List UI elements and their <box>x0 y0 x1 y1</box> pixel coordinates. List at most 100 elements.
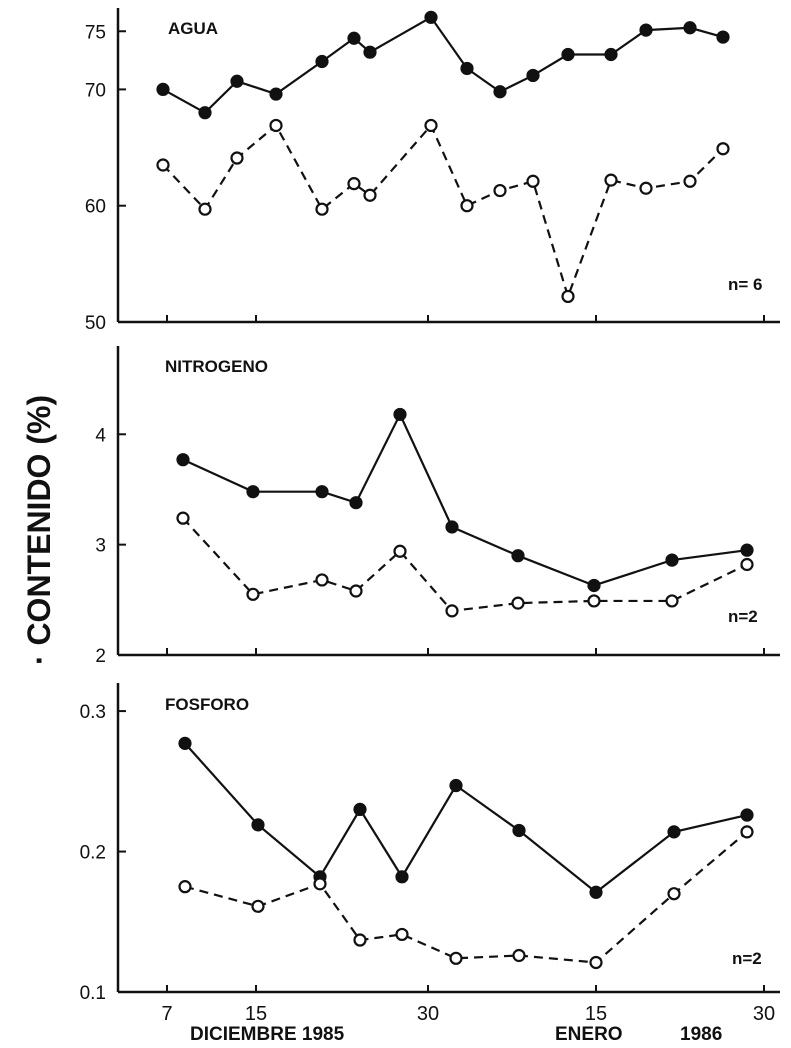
data-point-filled <box>493 85 507 99</box>
data-point-filled <box>561 47 575 62</box>
x-tick-label: 7 <box>161 1003 172 1025</box>
series-line-solid <box>182 411 748 587</box>
x-label-diciembre: DICIEMBRE 1985 <box>190 1024 345 1045</box>
panel-title: FOSFORO <box>165 695 249 714</box>
data-point-open <box>639 181 653 195</box>
data-point-filled <box>667 825 681 839</box>
y-tick-label: 0.2 <box>80 843 106 864</box>
data-point-filled <box>393 407 407 422</box>
y-tick-label: 0.1 <box>80 983 106 1004</box>
data-point-open <box>246 587 260 601</box>
data-point-open <box>230 151 244 165</box>
data-point-open <box>449 951 463 965</box>
data-point-open <box>445 604 459 618</box>
sample-size-annotation: n=2 <box>728 607 758 626</box>
panel-nitrogeno: 2 3 4 NITROGENO n=2 <box>95 346 780 667</box>
data-point-open <box>740 557 754 572</box>
data-point-filled <box>349 496 363 510</box>
data-point-filled <box>353 802 367 817</box>
panel-title: AGUA <box>168 19 218 38</box>
data-point-open <box>665 594 679 608</box>
data-point-filled <box>315 485 329 499</box>
data-point-open <box>589 955 603 970</box>
x-tick-labels: 7 15 30 15 30 <box>161 1003 775 1025</box>
panel-title: NITROGENO <box>165 357 268 376</box>
data-point-open <box>511 596 525 610</box>
data-point-filled <box>178 736 192 750</box>
y-tick-label: 50 <box>85 313 106 334</box>
y-axis-label: · CONTENIDO (%) <box>21 395 57 665</box>
data-point-open <box>156 158 170 172</box>
y-tick-label: 4 <box>95 425 106 446</box>
series-line-dashed <box>162 123 724 300</box>
data-point-open <box>251 899 265 913</box>
sample-size-annotation: n=2 <box>732 949 762 968</box>
series-line-dashed <box>184 831 748 964</box>
data-point-open <box>363 188 377 202</box>
series-line-solid <box>162 15 724 115</box>
x-tick-label: 30 <box>753 1003 775 1025</box>
data-point-open <box>716 142 730 156</box>
data-point-filled <box>363 45 377 59</box>
data-point-filled <box>604 47 618 62</box>
x-tick-label: 15 <box>585 1003 607 1025</box>
data-point-open <box>315 573 329 587</box>
x-tick-label: 15 <box>245 1003 267 1025</box>
series-line-dashed <box>182 517 748 613</box>
y-tick-label: 3 <box>95 536 106 557</box>
y-tick-label: 0.3 <box>80 702 106 723</box>
panel-fosforo: 0.1 0.2 0.3 FOSFORO n=2 <box>80 683 780 1004</box>
data-point-filled <box>269 87 283 101</box>
data-point-filled <box>246 485 260 499</box>
data-point-open <box>604 173 618 187</box>
data-point-filled <box>716 30 730 44</box>
data-point-filled <box>176 453 190 467</box>
data-point-filled <box>251 818 265 832</box>
data-point-open <box>349 584 363 598</box>
data-point-filled <box>512 823 526 838</box>
data-point-filled <box>589 885 603 899</box>
y-tick-label: 70 <box>85 80 106 101</box>
x-tick-label: 30 <box>417 1003 439 1025</box>
data-point-open <box>667 887 681 901</box>
data-point-open <box>424 118 438 133</box>
data-point-open <box>460 199 474 213</box>
data-point-filled <box>460 61 474 76</box>
data-point-open <box>347 177 361 191</box>
data-point-filled <box>511 549 525 563</box>
data-point-filled <box>740 808 754 822</box>
data-point-filled <box>587 578 601 593</box>
data-point-filled <box>526 68 540 83</box>
y-tick-label: 2 <box>95 646 106 667</box>
data-point-open <box>198 202 212 216</box>
data-point-open <box>512 948 526 963</box>
data-point-filled <box>445 520 459 534</box>
data-point-open <box>178 880 192 894</box>
data-point-filled <box>230 74 244 88</box>
panel-agua: 50 60 70 75 AGUA n= 6 <box>85 8 780 334</box>
data-point-open <box>393 544 407 558</box>
data-point-open <box>313 877 327 891</box>
data-point-open <box>740 825 754 839</box>
data-point-open <box>315 202 329 216</box>
data-point-filled <box>315 54 329 69</box>
data-point-filled <box>156 82 170 97</box>
data-point-filled <box>740 543 754 557</box>
sample-size-annotation: n= 6 <box>728 275 763 294</box>
data-point-filled <box>449 778 463 793</box>
data-point-filled <box>347 31 361 45</box>
data-point-open <box>176 511 190 525</box>
chart-panels: 50 60 70 75 AGUA n= 6 2 3 4 NITROGENO n=2 0.1 0.2 0.3… <box>80 8 780 1004</box>
data-point-open <box>587 594 601 608</box>
x-label-enero: ENERO <box>555 1024 623 1045</box>
data-point-open <box>353 933 367 947</box>
x-label-year-1986: 1986 <box>680 1024 722 1045</box>
data-point-filled <box>665 553 679 567</box>
y-tick-label: 75 <box>85 22 106 43</box>
data-point-open <box>561 289 575 304</box>
series-line-solid <box>184 742 748 894</box>
y-tick-label: 60 <box>85 197 106 218</box>
data-point-open <box>395 927 409 942</box>
data-point-filled <box>683 21 697 35</box>
